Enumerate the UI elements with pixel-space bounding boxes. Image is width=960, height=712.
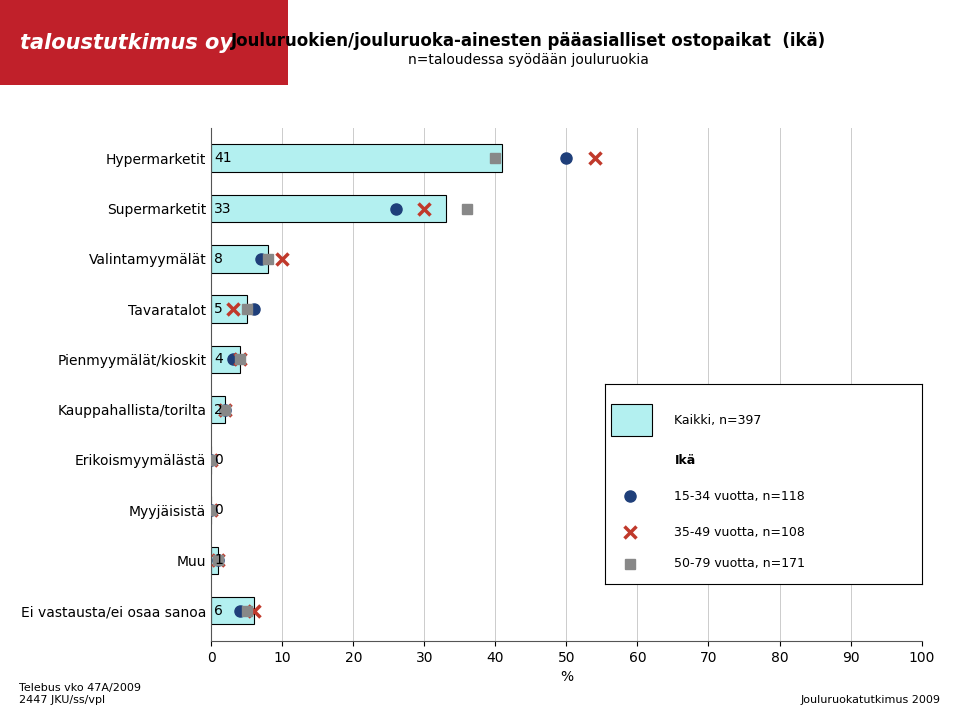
Bar [211, 145, 502, 172]
Text: Ikä: Ikä [675, 454, 696, 467]
Bar [211, 245, 268, 273]
Text: 1: 1 [214, 553, 223, 567]
Bar [211, 547, 218, 574]
Text: 2: 2 [214, 402, 223, 417]
Bar [211, 295, 247, 323]
Bar [211, 597, 253, 624]
FancyBboxPatch shape [612, 404, 652, 436]
Bar [211, 396, 226, 424]
Text: Kaikki, n=397: Kaikki, n=397 [675, 414, 762, 427]
Text: 8: 8 [214, 252, 223, 266]
Bar [211, 195, 445, 222]
Text: Jouluruokatutkimus 2009: Jouluruokatutkimus 2009 [801, 695, 941, 705]
Text: 50-79 vuotta, n=171: 50-79 vuotta, n=171 [675, 557, 805, 570]
Text: 15-34 vuotta, n=118: 15-34 vuotta, n=118 [675, 490, 805, 503]
Text: 5: 5 [214, 302, 223, 316]
Text: 0: 0 [214, 503, 223, 517]
Text: Telebus vko 47A/2009
2447 JKU/ss/vpl: Telebus vko 47A/2009 2447 JKU/ss/vpl [19, 684, 141, 705]
Text: 6: 6 [214, 604, 223, 617]
Text: n=taloudessa syödään jouluruokia: n=taloudessa syödään jouluruokia [408, 53, 648, 68]
Text: 35-49 vuotta, n=108: 35-49 vuotta, n=108 [675, 525, 805, 538]
Text: 33: 33 [214, 201, 231, 216]
X-axis label: %: % [560, 670, 573, 684]
Bar [211, 345, 240, 373]
Text: Jouluruokien/jouluruoka-ainesten pääasialliset ostopaikat  (ikä): Jouluruokien/jouluruoka-ainesten pääasia… [230, 32, 826, 50]
Text: 4: 4 [214, 352, 223, 367]
Text: 41: 41 [214, 152, 231, 165]
Text: taloustutkimus oy: taloustutkimus oy [20, 33, 233, 53]
Text: 0: 0 [214, 453, 223, 467]
